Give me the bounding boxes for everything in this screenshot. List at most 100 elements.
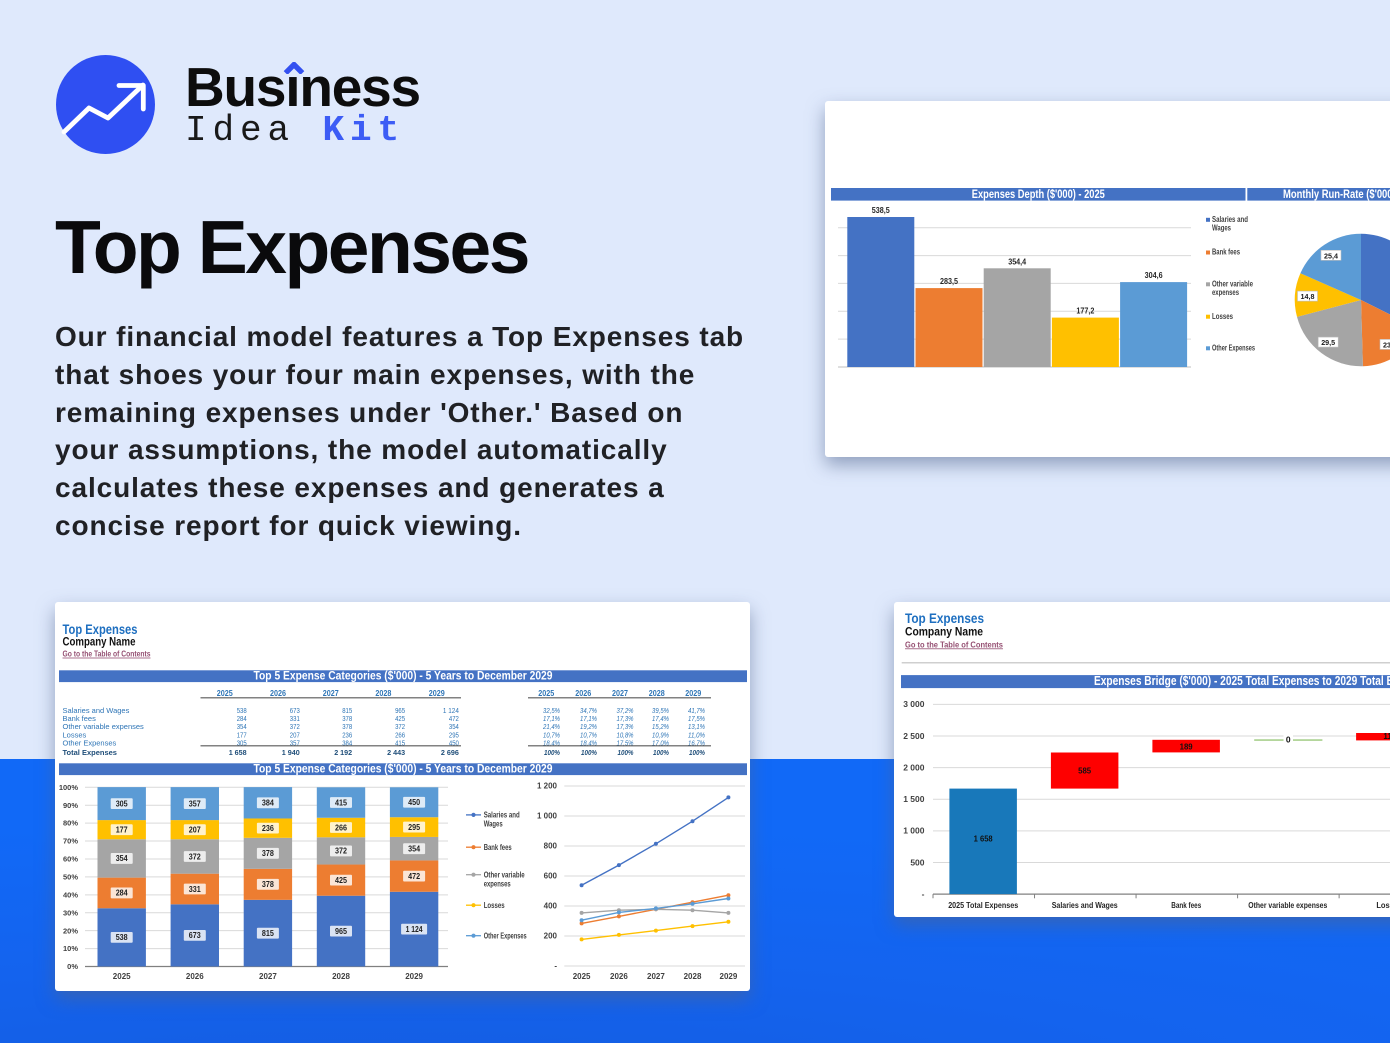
svg-text:Losses: Losses [63, 730, 87, 739]
svg-text:Other Expenses: Other Expenses [484, 932, 527, 941]
svg-text:538: 538 [116, 933, 128, 942]
svg-text:305: 305 [237, 738, 247, 747]
svg-text:673: 673 [189, 931, 201, 940]
svg-text:18,4%: 18,4% [580, 738, 597, 747]
svg-text:10,7%: 10,7% [580, 730, 597, 739]
svg-text:2027: 2027 [612, 689, 628, 698]
svg-text:400: 400 [544, 902, 558, 911]
svg-text:2025: 2025 [573, 972, 591, 981]
svg-text:331: 331 [189, 885, 201, 894]
svg-text:2025: 2025 [538, 689, 554, 698]
svg-text:1 000: 1 000 [903, 826, 925, 836]
svg-text:2025: 2025 [217, 689, 233, 698]
svg-text:expenses: expenses [1212, 288, 1239, 297]
svg-text:34,7%: 34,7% [580, 706, 597, 715]
svg-text:17,1%: 17,1% [580, 714, 597, 723]
svg-text:0%: 0% [67, 962, 78, 971]
svg-text:2029: 2029 [720, 972, 738, 981]
svg-text:378: 378 [342, 722, 352, 731]
svg-text:41,7%: 41,7% [688, 706, 705, 715]
svg-text:17,1%: 17,1% [543, 714, 560, 723]
svg-text:965: 965 [335, 927, 347, 936]
svg-text:2028: 2028 [684, 972, 702, 981]
svg-text:-: - [554, 962, 557, 971]
svg-text:Salaries and: Salaries and [1212, 215, 1248, 224]
svg-text:305: 305 [116, 799, 128, 808]
svg-text:17,4%: 17,4% [652, 714, 669, 723]
svg-text:10,8%: 10,8% [617, 730, 634, 739]
svg-text:-: - [922, 889, 925, 899]
svg-text:189: 189 [1180, 741, 1193, 751]
svg-text:283,5: 283,5 [940, 276, 958, 286]
svg-text:2027: 2027 [259, 972, 277, 981]
svg-text:2026: 2026 [186, 972, 204, 981]
svg-text:Go to the Table of Contents: Go to the Table of Contents [905, 640, 1004, 649]
svg-text:538,5: 538,5 [872, 205, 890, 215]
svg-text:177: 177 [237, 730, 247, 739]
svg-text:19,2%: 19,2% [580, 722, 597, 731]
svg-text:354,4: 354,4 [1008, 256, 1026, 266]
svg-text:16,7%: 16,7% [688, 738, 705, 747]
svg-text:1 500: 1 500 [903, 794, 925, 804]
svg-text:357: 357 [189, 799, 201, 808]
svg-text:21,4%: 21,4% [542, 722, 560, 731]
svg-text:Bank fees: Bank fees [1171, 900, 1201, 910]
svg-text:815: 815 [262, 929, 274, 938]
svg-text:1 124: 1 124 [406, 925, 423, 934]
svg-text:415: 415 [335, 798, 347, 807]
svg-text:384: 384 [342, 738, 352, 747]
svg-text:Losses: Losses [1212, 312, 1233, 321]
svg-text:3 000: 3 000 [903, 699, 925, 709]
svg-text:Top 5 Expense Categories ($'00: Top 5 Expense Categories ($'000) - 5 Yea… [254, 669, 553, 683]
svg-text:331: 331 [290, 714, 300, 723]
svg-text:Other variable: Other variable [1212, 280, 1253, 289]
svg-text:2 192: 2 192 [334, 748, 352, 757]
svg-text:2 500: 2 500 [903, 731, 925, 741]
svg-text:Bank fees: Bank fees [1212, 248, 1240, 257]
svg-text:600: 600 [544, 872, 558, 881]
svg-text:800: 800 [544, 842, 558, 851]
svg-text:20%: 20% [63, 926, 78, 935]
svg-text:Monthly Run-Rate ($'000) - 202: Monthly Run-Rate ($'000) - 2025 [1283, 187, 1390, 201]
svg-text:18,4%: 18,4% [543, 738, 560, 747]
svg-text:100%: 100% [618, 748, 634, 757]
svg-text:60%: 60% [63, 855, 78, 864]
svg-text:177,2: 177,2 [1076, 306, 1094, 316]
svg-text:372: 372 [290, 722, 300, 731]
svg-text:0: 0 [1286, 735, 1291, 745]
svg-text:354: 354 [449, 722, 459, 731]
svg-text:2027: 2027 [647, 972, 665, 981]
svg-text:378: 378 [342, 714, 352, 723]
svg-text:80%: 80% [63, 819, 78, 828]
svg-text:70%: 70% [63, 837, 78, 846]
svg-text:1 940: 1 940 [282, 748, 300, 757]
svg-text:425: 425 [395, 714, 405, 723]
svg-text:236: 236 [342, 730, 352, 739]
svg-text:Total Expenses: Total Expenses [63, 748, 117, 757]
svg-text:200: 200 [544, 932, 558, 941]
svg-text:Bank fees: Bank fees [484, 843, 512, 852]
svg-text:30%: 30% [63, 908, 78, 917]
svg-text:100%: 100% [689, 748, 705, 757]
svg-text:585: 585 [1078, 766, 1091, 776]
svg-text:2026: 2026 [575, 689, 591, 698]
svg-text:1 124: 1 124 [443, 706, 459, 715]
svg-text:815: 815 [342, 706, 352, 715]
svg-text:Salaries and Wages: Salaries and Wages [63, 706, 130, 715]
svg-text:Company Name: Company Name [905, 627, 983, 639]
svg-text:472: 472 [449, 714, 459, 723]
svg-text:384: 384 [262, 799, 274, 808]
svg-text:450: 450 [408, 798, 420, 807]
svg-text:17,5%: 17,5% [688, 714, 705, 723]
svg-text:Other variable: Other variable [484, 871, 525, 880]
svg-text:10%: 10% [63, 944, 78, 953]
svg-text:Wages: Wages [484, 820, 503, 829]
svg-text:1 658: 1 658 [229, 748, 247, 757]
svg-text:372: 372 [395, 722, 405, 731]
svg-text:118: 118 [1383, 731, 1390, 741]
svg-text:Losses: Losses [1376, 900, 1390, 910]
svg-text:29,5: 29,5 [1321, 338, 1335, 347]
svg-text:2028: 2028 [332, 972, 350, 981]
svg-text:11,0%: 11,0% [688, 730, 705, 739]
svg-text:207: 207 [290, 730, 300, 739]
